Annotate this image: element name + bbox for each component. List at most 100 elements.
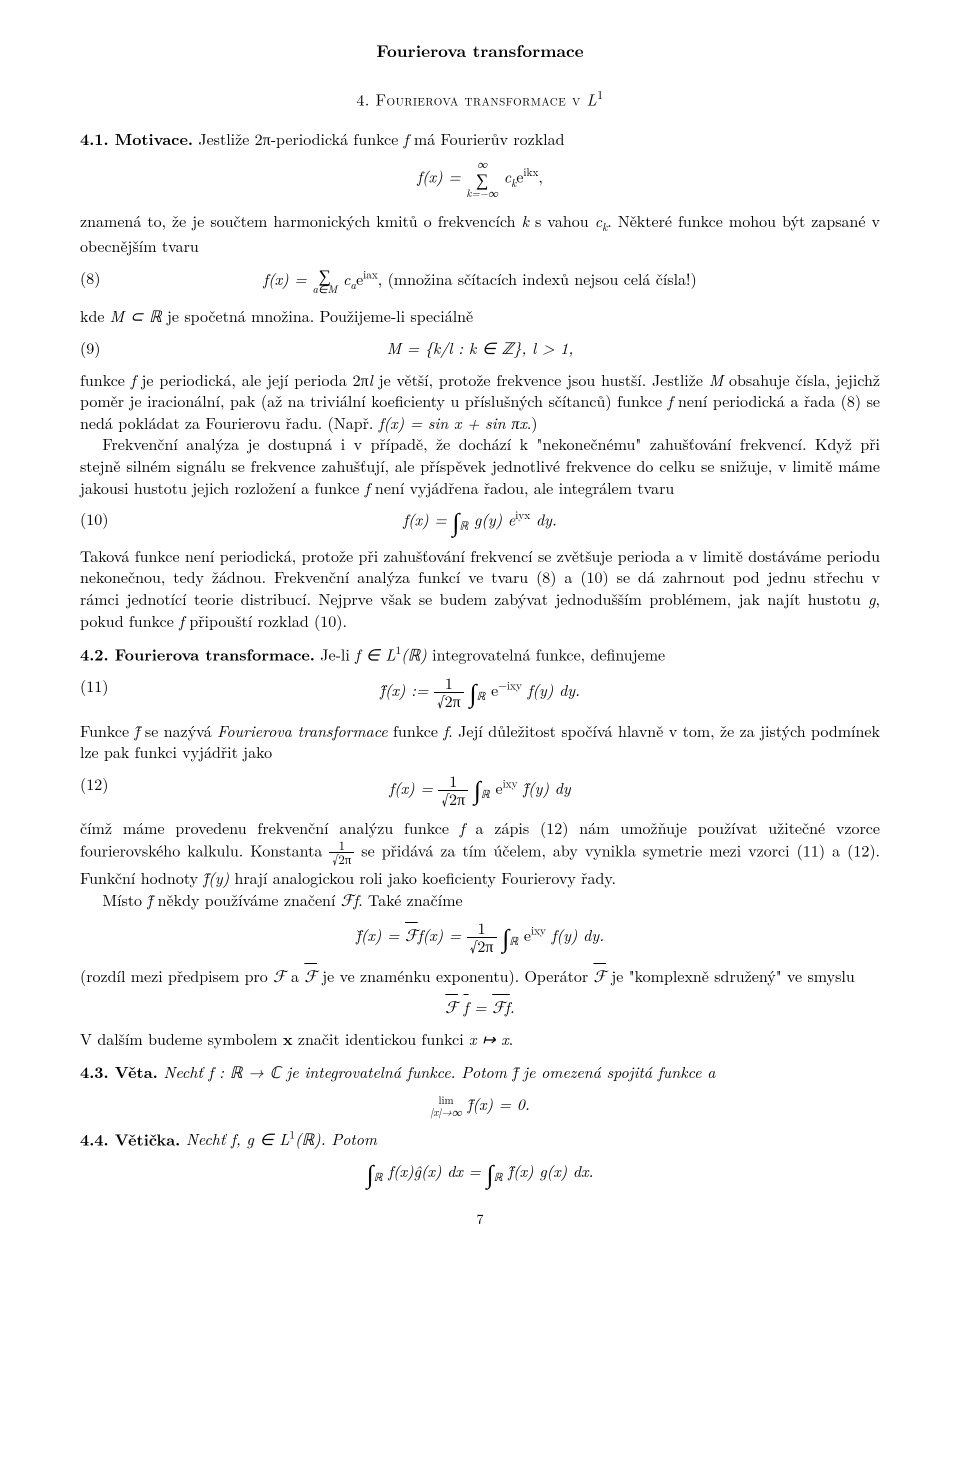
text: Jestliže 2π-periodická funkce (193, 127, 404, 150)
text: je spočetná množina. Použijeme-li speciá… (162, 304, 474, 327)
den: √2π (467, 938, 497, 955)
text: někdy používáme značení (152, 888, 340, 911)
para-p9: (rozdíl mezi předpisem pro ℱ a ℱ je ve z… (80, 965, 880, 987)
integral-symbol: ∫ (367, 1161, 374, 1187)
eq-number: (11) (80, 675, 108, 697)
para-p3: funkce f je periodická, ale její perioda… (80, 369, 880, 434)
t: je integrovatelná funkce. Potom (281, 1060, 513, 1083)
eq-9: (9) M = {k/l : k ∈ ℤ}, l > 1, (80, 337, 880, 359)
int-sub: ℝ (459, 518, 468, 534)
text: Taková funkce není periodická, protože p… (80, 544, 880, 610)
subsection-label: 4.1. Motivace. (80, 127, 193, 150)
body: f̂(x) = 0. (468, 1092, 530, 1115)
eq-limit: lim|x|→∞ f̂(x) = 0. (80, 1093, 880, 1118)
lhs: f(x) = (389, 776, 438, 799)
text: je ve znaménku exponentu). Operátor (317, 964, 594, 987)
text: kde (80, 304, 110, 327)
bold-x: x (283, 1027, 293, 1050)
theorem-text: Nechť f : ℝ → ℂ je integrovatelná funkce… (158, 1060, 716, 1083)
f-bar: f (464, 995, 469, 1018)
F: ℱ (273, 964, 286, 987)
eq-12: (12) f(x) = 1√2π ∫ℝ eixy f̂(y) dy (80, 773, 880, 808)
text: čímž máme provedenu frekvenční analýzu f… (80, 816, 460, 839)
para-p8: Místo f̂ někdy používáme značení ℱf. Tak… (80, 889, 880, 911)
sup-iyx: iyx (515, 507, 530, 523)
text: Místo (102, 888, 147, 911)
subsection-label: 4.3. Věta. (80, 1060, 158, 1083)
den: √2π (329, 853, 354, 866)
integral-symbol: ∫ (487, 1161, 494, 1187)
lim-sub: |x|→∞ (430, 1107, 462, 1118)
body: g(y) e (474, 507, 515, 530)
int-sub: ℝ (494, 1169, 503, 1185)
lhs: f(x) = (403, 507, 452, 530)
text: . Také značíme (358, 888, 462, 911)
lhs: f̌(x) = (356, 923, 405, 946)
exp-e: e (495, 776, 502, 799)
comma: , (538, 165, 542, 188)
page-number: 7 (80, 1210, 880, 1229)
lhs: f̂(x) := (380, 678, 434, 701)
text: má Fourierův rozklad (409, 127, 565, 150)
fraction: 1√2π (467, 920, 497, 955)
text: (rozdíl mezi předpisem pro (80, 964, 273, 987)
subsection-label: 4.2. Fourierova transformace. (80, 643, 315, 666)
F-bar: ℱ (405, 923, 418, 946)
exp-e: e (524, 923, 531, 946)
eq-conjugate: ℱ f = ℱf. (80, 996, 880, 1018)
text: a (286, 964, 305, 987)
text: . (509, 1027, 513, 1050)
lemma-text: Nechť f, g ∈ L1(ℝ). Potom (180, 1127, 377, 1150)
text: hrají analogickou roli jako koeficienty … (229, 866, 616, 889)
sum-bot: k=−∞ (466, 188, 498, 199)
para-4-3: 4.3. Věta. Nechť f : ℝ → ℂ je integrovat… (80, 1061, 880, 1083)
text: integrovatelná funkce, definujeme (427, 643, 665, 666)
inline-fraction: 1√2π (329, 839, 354, 867)
x-map: x ↦ x (469, 1027, 509, 1050)
L-symbol: L (587, 87, 598, 110)
t: Nechť (158, 1060, 209, 1083)
text: Funkce (80, 719, 135, 742)
int-sub: ℝ (509, 933, 518, 949)
para-4-4: 4.4. Větička. Nechť f, g ∈ L1(ℝ). Potom (80, 1128, 880, 1150)
example-fx: f(x) = sin x + sin πx (379, 411, 527, 434)
int-sub: ℝ (481, 786, 490, 802)
t: . Potom (321, 1127, 377, 1150)
sum-limits: ∞∑k=−∞ (466, 159, 498, 199)
subsection-label: 4.4. Větička. (80, 1127, 180, 1150)
lhs: f(x) = (263, 266, 312, 289)
sup-iax: iax (363, 266, 378, 282)
sum-limits: ∑a∈M (312, 267, 337, 296)
text: je větší, protože frekvence jsou hustší.… (373, 368, 709, 391)
para-p7: čímž máme provedenu frekvenční analýzu f… (80, 817, 880, 888)
var-M: M (709, 368, 723, 391)
mid: f(x) = (418, 923, 467, 946)
sup: ixy (531, 923, 546, 939)
t: Nechť (180, 1127, 231, 1150)
Ff-bar: ℱf (492, 995, 510, 1018)
F-bar: ℱ (445, 995, 458, 1018)
rhs: f̂(x) g(x) dx. (508, 1159, 593, 1182)
R: (ℝ) (295, 1127, 321, 1150)
f-map: f : ℝ → ℂ (209, 1060, 281, 1083)
body: M = {k/l : k ∈ ℤ}, l > 1, (387, 336, 573, 359)
eq-8: (8) f(x) = ∑a∈M caeiax, (množina sčítací… (80, 267, 880, 296)
fg-L1: f, g ∈ L (231, 1127, 289, 1150)
var-k: k (522, 209, 529, 232)
sup-ikx: ikx (523, 165, 538, 181)
eq-11: (11) f̂(x) := 1√2π ∫ℝ e−ixy f(y) dy. (80, 675, 880, 710)
fraction: 1√2π (438, 773, 468, 808)
text: značit identickou funkci (293, 1027, 469, 1050)
var-g: g (868, 587, 875, 610)
eq-fourier-series: f(x) = ∞∑k=−∞ ckeikx, (80, 159, 880, 199)
note: , (množina sčítacích indexů nejsou celá … (378, 266, 697, 289)
eq-check: f̌(x) = ℱf(x) = 1√2π ∫ℝ eixy f(y) dy. (80, 920, 880, 955)
int-sub: ℝ (374, 1169, 383, 1185)
text: funkce (388, 719, 444, 742)
text: V dalším budeme symbolem (80, 1027, 283, 1050)
eq-identity: ∫ℝ f(x)ĝ(x) dx = ∫ℝ f̂(x) g(x) dx. (80, 1160, 880, 1186)
f-in-L1: f ∈ L (355, 643, 395, 666)
text: Je-li (315, 643, 355, 666)
text: .) (527, 411, 538, 434)
text: znamená to, že je součtem harmonických k… (80, 209, 522, 232)
